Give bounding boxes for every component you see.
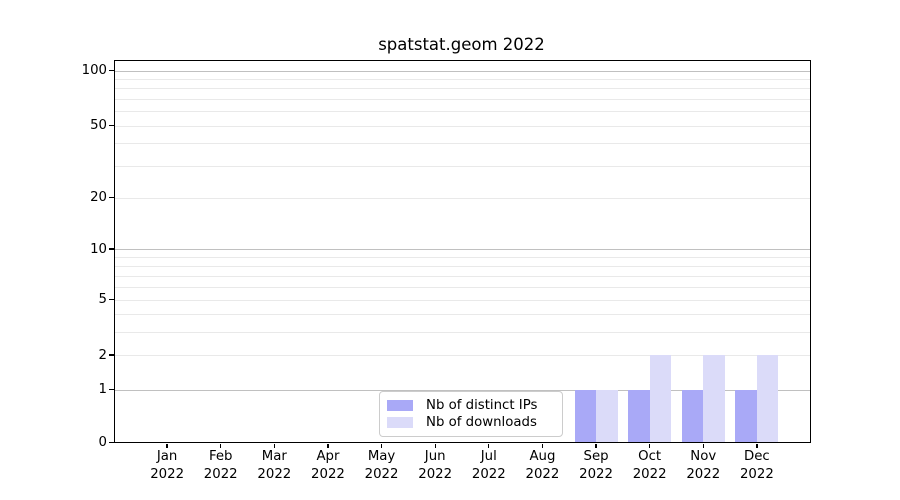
y-gridline-minor bbox=[113, 355, 811, 356]
bar-nb-of-distinct-ips bbox=[735, 389, 757, 443]
y-gridline-minor bbox=[113, 78, 811, 80]
x-tick bbox=[702, 443, 704, 448]
legend-item-distinct-ips: Nb of distinct IPs bbox=[387, 397, 554, 414]
chart-title: spatstat.geom 2022 bbox=[378, 35, 545, 54]
x-tick-label: Dec 2022 bbox=[739, 449, 774, 482]
x-tick-label: Aug 2022 bbox=[525, 449, 560, 482]
bar-nb-of-downloads bbox=[703, 355, 725, 443]
x-tick bbox=[220, 443, 222, 448]
y-gridline-minor bbox=[113, 256, 811, 258]
y-gridline-minor bbox=[113, 111, 811, 113]
y-gridline-major bbox=[113, 70, 811, 72]
plot-area bbox=[113, 60, 811, 443]
y-tick-label: 10 bbox=[90, 241, 107, 257]
x-tick-label: May 2022 bbox=[364, 449, 399, 482]
x-tick-label: Sep 2022 bbox=[579, 449, 613, 482]
y-gridline-major bbox=[113, 389, 811, 391]
y-tick-label: 1 bbox=[98, 382, 107, 397]
y-tick-label: 100 bbox=[81, 63, 107, 78]
x-tick bbox=[541, 443, 544, 448]
bar-nb-of-distinct-ips bbox=[628, 389, 650, 443]
x-tick bbox=[595, 443, 597, 448]
y-gridline-minor bbox=[113, 165, 811, 167]
x-tick-label: Feb 2022 bbox=[203, 449, 238, 482]
legend-label-downloads: Nb of downloads bbox=[426, 414, 537, 430]
x-tick bbox=[488, 443, 490, 448]
bar-nb-of-distinct-ips bbox=[681, 389, 704, 443]
y-gridline-minor bbox=[113, 265, 811, 267]
y-gridline-minor bbox=[113, 125, 811, 127]
y-gridline-minor bbox=[113, 143, 811, 145]
y-gridline-minor bbox=[113, 314, 811, 316]
bar-nb-of-distinct-ips bbox=[574, 389, 597, 443]
x-tick-label: Apr 2022 bbox=[311, 449, 345, 482]
legend-swatch-distinct-ips-icon bbox=[387, 400, 413, 411]
y-gridline-minor bbox=[113, 88, 811, 90]
y-tick-label: 0 bbox=[98, 435, 107, 450]
x-tick bbox=[380, 443, 383, 448]
x-tick bbox=[434, 443, 436, 448]
y-tick-label: 5 bbox=[98, 292, 107, 307]
x-tick bbox=[649, 443, 651, 448]
bar-nb-of-downloads bbox=[596, 389, 618, 443]
x-tick bbox=[273, 443, 275, 448]
x-tick-label: Jul 2022 bbox=[471, 449, 506, 482]
x-tick-label: Oct 2022 bbox=[632, 449, 667, 482]
bar-nb-of-downloads bbox=[649, 355, 672, 443]
y-gridline-minor bbox=[113, 286, 811, 288]
y-tick-label: 50 bbox=[90, 118, 107, 133]
legend: Nb of distinct IPs Nb of downloads bbox=[379, 391, 563, 437]
y-gridline-minor bbox=[113, 275, 811, 277]
y-gridline-major bbox=[113, 249, 811, 250]
x-tick-label: Mar 2022 bbox=[257, 449, 292, 482]
y-gridline-minor bbox=[113, 331, 811, 333]
y-tick-label: 20 bbox=[90, 190, 107, 205]
bar-nb-of-downloads bbox=[756, 355, 779, 443]
y-gridline-minor bbox=[113, 197, 811, 199]
y-gridline-minor bbox=[113, 299, 811, 301]
x-tick-label: Jan 2022 bbox=[150, 449, 185, 482]
x-tick bbox=[756, 443, 758, 448]
x-tick-label: Nov 2022 bbox=[686, 449, 721, 482]
y-tick-label: 2 bbox=[98, 347, 107, 363]
x-tick-label: Jun 2022 bbox=[418, 449, 453, 482]
legend-item-downloads: Nb of downloads bbox=[387, 414, 554, 431]
x-tick bbox=[166, 443, 168, 448]
x-tick bbox=[327, 443, 329, 448]
legend-label-distinct-ips: Nb of distinct IPs bbox=[426, 397, 538, 413]
legend-swatch-downloads-icon bbox=[387, 417, 413, 428]
y-gridline-minor bbox=[113, 98, 811, 100]
